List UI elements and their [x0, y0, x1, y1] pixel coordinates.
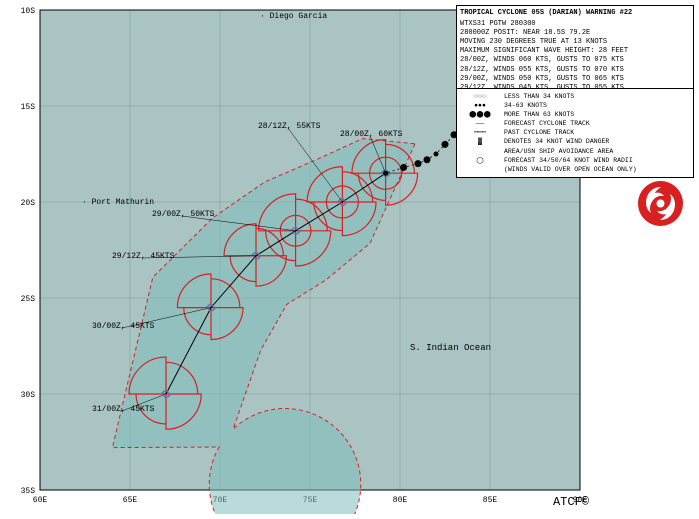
forecast-point-label: 29/00Z, 50KTS: [152, 210, 214, 219]
legend-text: MORE THAN 63 KNOTS: [504, 110, 574, 119]
legend-text: LESS THAN 34 KNOTS: [504, 92, 574, 101]
legend-text: DENOTES 34 KNOT WIND DANGER: [504, 137, 609, 146]
warning-info-line: 28/12Z, WINDS 055 KTS, GUSTS TO 070 KTS: [460, 66, 690, 75]
legend-row: ▓ DENOTES 34 KNOT WIND DANGER: [460, 137, 690, 146]
legend-box: ○○○ LESS THAN 34 KNOTS ●●● 34-63 KNOTS ⬤⬤⬤ MO…: [456, 88, 694, 178]
legend-text: 34-63 KNOTS: [504, 101, 547, 110]
legend-symbol: ○○○: [460, 92, 500, 101]
warning-info-line: MOVING 230 DEGREES TRUE AT 13 KNOTS: [460, 38, 690, 47]
agency-logo: [638, 181, 683, 226]
svg-text:60E: 60E: [33, 496, 48, 505]
warning-info-line: 280000Z POSIT: NEAR 18.5S 79.2E: [460, 29, 690, 38]
warning-title: TROPICAL CYCLONE 05S (DARIAN) WARNING #2…: [460, 9, 690, 18]
legend-symbol: ●●●: [460, 101, 500, 110]
legend-symbol: ◯: [460, 156, 500, 165]
legend-symbol: ——: [460, 119, 500, 128]
forecast-point-label: 30/00Z, 45KTS: [92, 322, 154, 331]
legend-row: ⬤⬤⬤ MORE THAN 63 KNOTS: [460, 110, 690, 119]
svg-text:15S: 15S: [21, 103, 36, 112]
legend-text: FORECAST 34/50/64 KNOT WIND RADII: [504, 156, 633, 165]
svg-text:S. Indian Ocean: S. Indian Ocean: [410, 343, 491, 353]
svg-text:10S: 10S: [21, 7, 36, 16]
legend-row: ┅┅┅ PAST CYCLONE TRACK: [460, 128, 690, 137]
legend-row: ◯ FORECAST 34/50/64 KNOT WIND RADII: [460, 156, 690, 165]
atcf-label: ATCF©: [553, 495, 589, 509]
forecast-point-label: 31/00Z, 45KTS: [92, 405, 154, 414]
legend-text: (WINDS VALID OVER OPEN OCEAN ONLY): [504, 165, 637, 174]
warning-info-line: WTXS31 PGTW 280300: [460, 20, 690, 29]
warning-info-line: 29/00Z, WINDS 050 KTS, GUSTS TO 065 KTS: [460, 75, 690, 84]
svg-text:30S: 30S: [21, 391, 36, 400]
place-label: · Diego Garcia: [260, 12, 327, 21]
warning-info-line: 28/00Z, WINDS 060 KTS, GUSTS TO 075 KTS: [460, 56, 690, 65]
legend-row: ●●● 34-63 KNOTS: [460, 101, 690, 110]
warning-info-line: MAXIMUM SIGNIFICANT WAVE HEIGHT: 28 FEET: [460, 47, 690, 56]
legend-row: ○○○ LESS THAN 34 KNOTS: [460, 92, 690, 101]
svg-text:35S: 35S: [21, 487, 36, 496]
legend-row: AREA/USN SHIP AVOIDANCE AREA: [460, 147, 690, 156]
svg-text:85E: 85E: [483, 496, 498, 505]
forecast-point-label: 29/12Z, 45KTS: [112, 252, 174, 261]
svg-text:20S: 20S: [21, 199, 36, 208]
forecast-point-label: 28/12Z, 55KTS: [258, 122, 320, 131]
legend-text: AREA/USN SHIP AVOIDANCE AREA: [504, 147, 613, 156]
legend-row: —— FORECAST CYCLONE TRACK: [460, 119, 690, 128]
legend-text: FORECAST CYCLONE TRACK: [504, 119, 590, 128]
svg-text:25S: 25S: [21, 295, 36, 304]
legend-symbol: ▓: [460, 137, 500, 146]
legend-row: (WINDS VALID OVER OPEN OCEAN ONLY): [460, 165, 690, 174]
legend-symbol: ⬤⬤⬤: [460, 110, 500, 119]
legend-symbol: ┅┅┅: [460, 128, 500, 137]
place-label: · Port Mathurin: [82, 198, 154, 207]
svg-text:80E: 80E: [393, 496, 408, 505]
legend-text: PAST CYCLONE TRACK: [504, 128, 574, 137]
svg-text:65E: 65E: [123, 496, 138, 505]
forecast-point-label: 28/00Z, 60KTS: [340, 130, 402, 139]
